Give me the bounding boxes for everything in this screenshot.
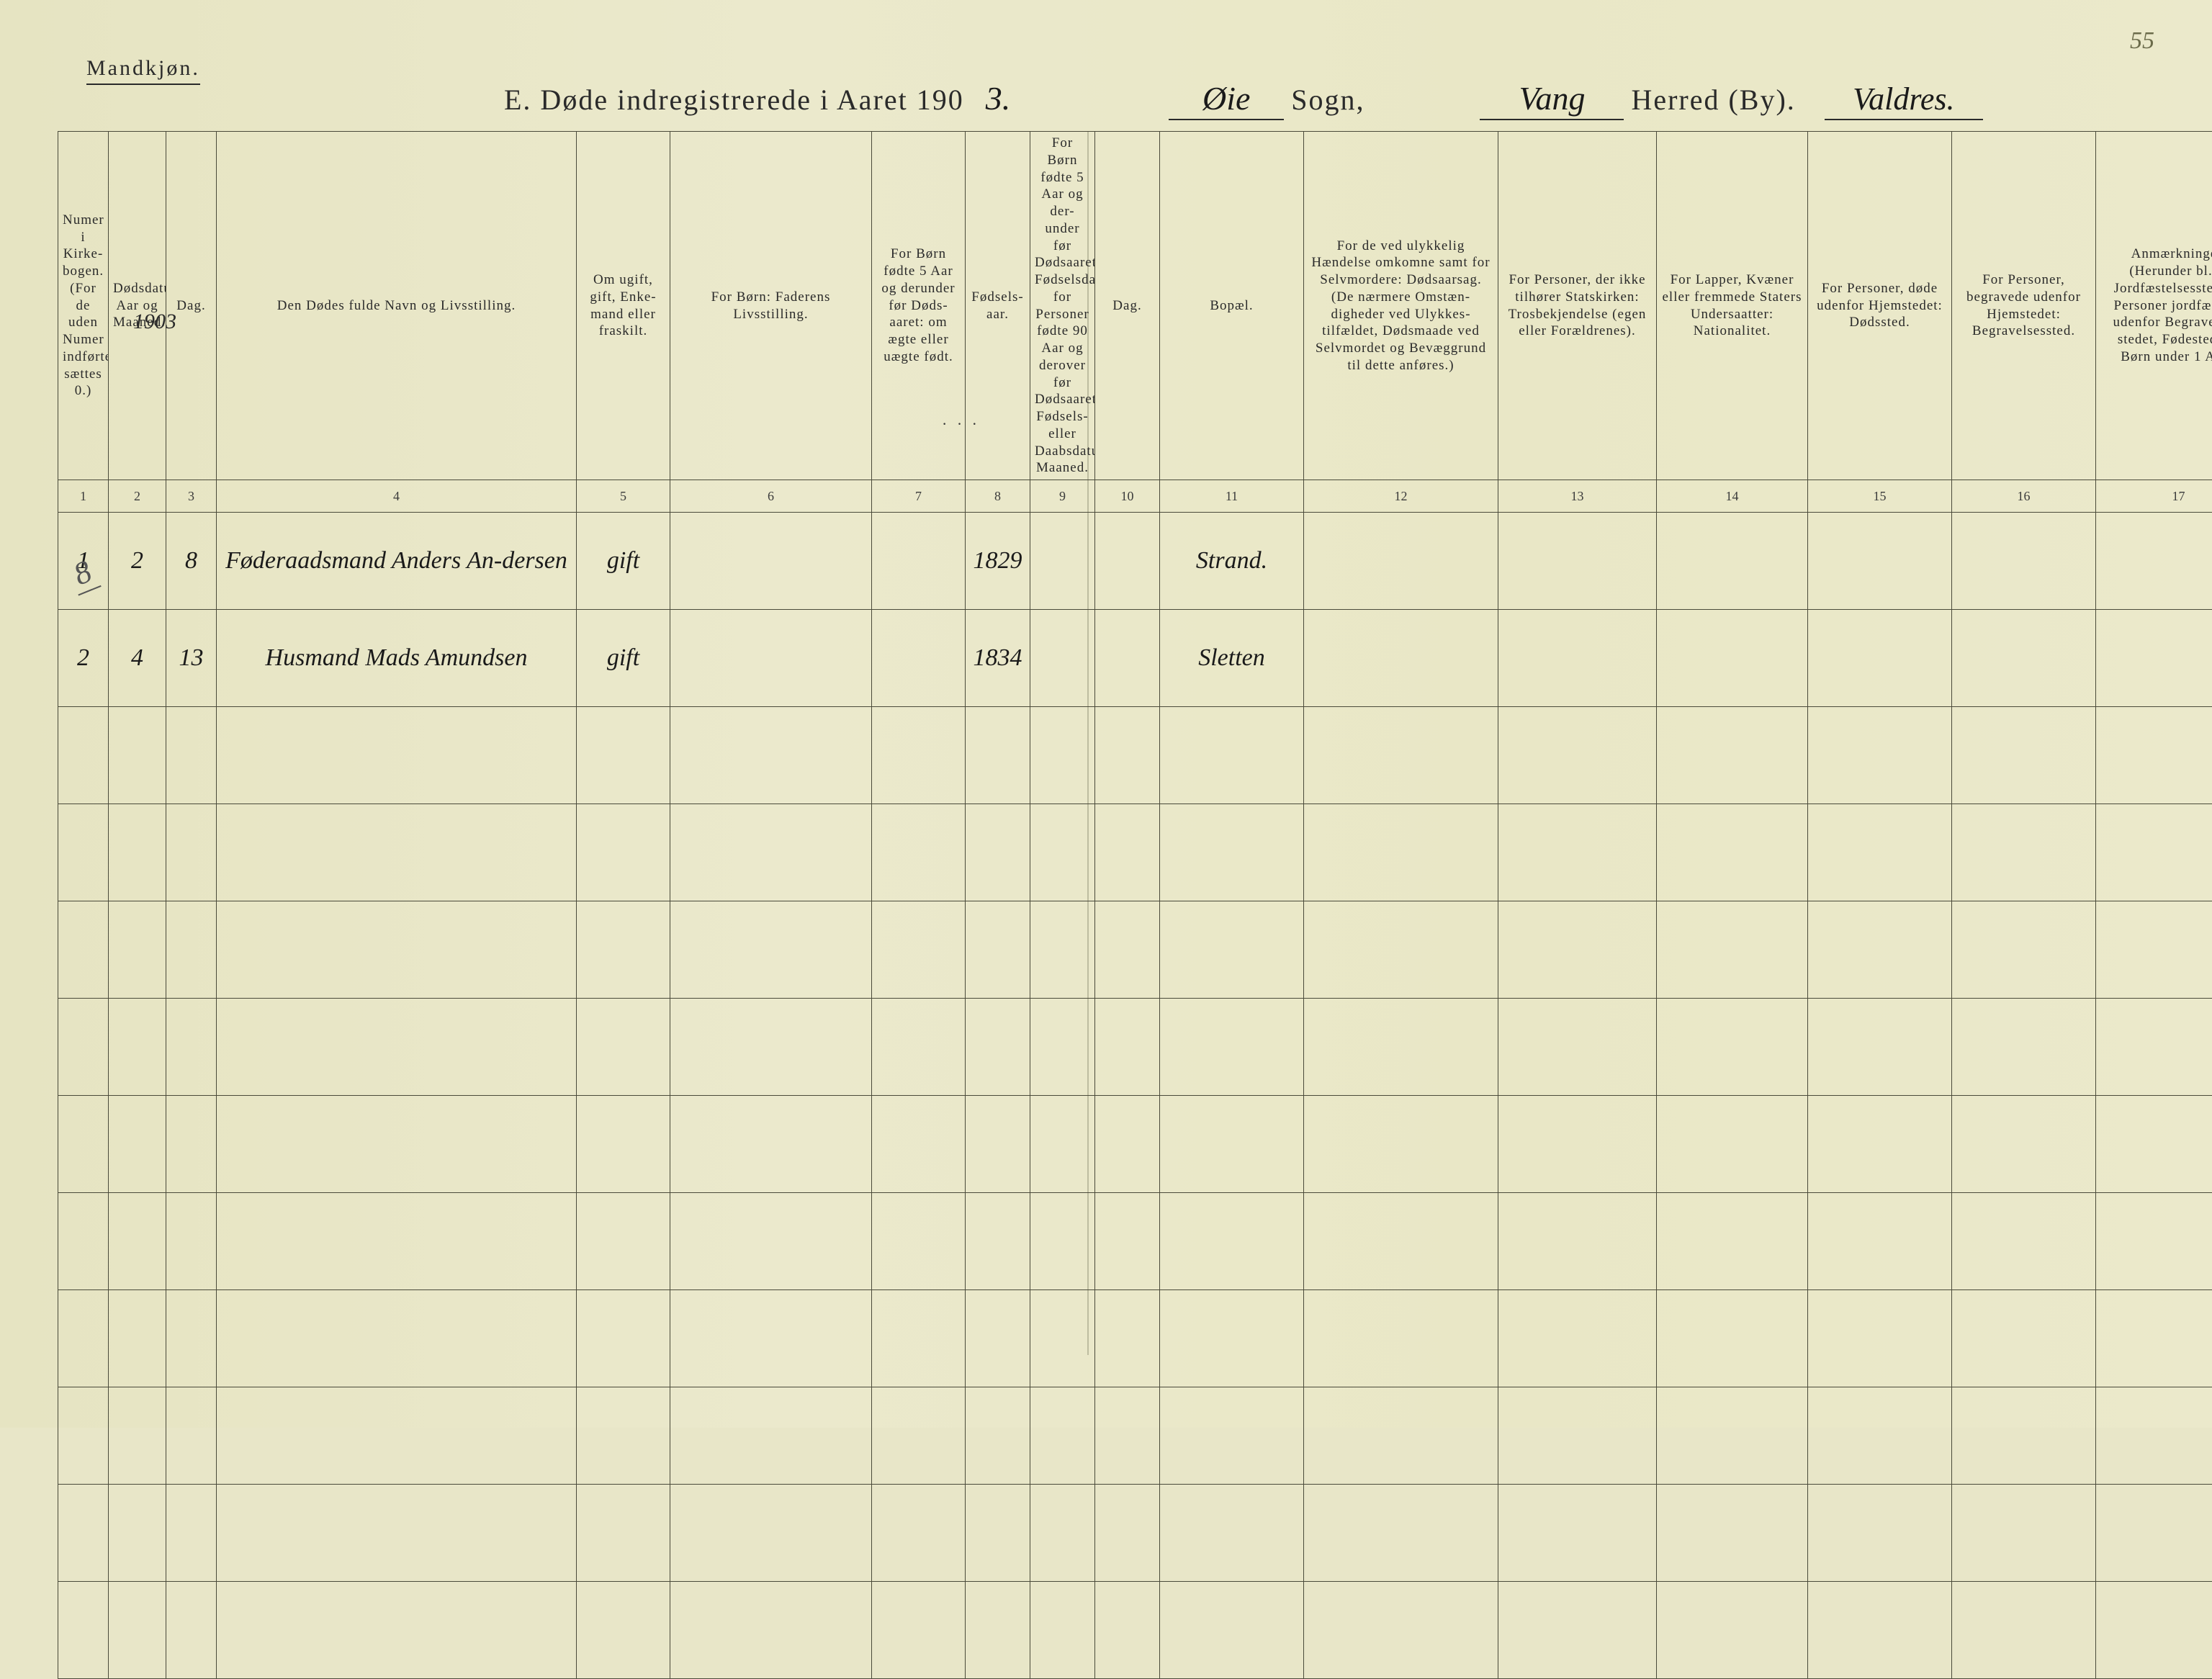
sogn-value: Øie xyxy=(1169,79,1284,120)
col-header-17: Anmærkninger. (Herunder bl. a. Jordfæste… xyxy=(2096,132,2212,480)
table-row-empty xyxy=(58,901,2212,999)
col-header-13: For Personer, der ikke tilhører Statskir… xyxy=(1498,132,1657,480)
colnum-15: 15 xyxy=(1808,480,1952,513)
cell-residence: Sletten xyxy=(1160,610,1304,707)
district-value: Valdres. xyxy=(1825,81,1983,120)
colnum-16: 16 xyxy=(1952,480,2096,513)
col-header-14: For Lapper, Kvæner eller fremmede Stater… xyxy=(1657,132,1808,480)
cell-birthday xyxy=(1095,610,1160,707)
colnum-14: 14 xyxy=(1657,480,1808,513)
cell-num: 2 xyxy=(58,610,109,707)
cell-creed xyxy=(1498,610,1657,707)
table-row: 1 2 8 Føderaadsmand Anders An-dersen gif… xyxy=(58,513,2212,610)
ledger-table: Numer i Kirke-bogen. (For de uden Numer … xyxy=(58,131,2212,1679)
col-header-16: For Personer, begravede udenfor Hjemsted… xyxy=(1952,132,2096,480)
colnum-13: 13 xyxy=(1498,480,1657,513)
cell-creed xyxy=(1498,513,1657,610)
cell-birthmonth xyxy=(1030,513,1095,610)
smudge-mark: · · · xyxy=(942,415,980,433)
cell-cause xyxy=(1304,610,1498,707)
col-header-10: Dag. xyxy=(1095,132,1160,480)
colnum-10: 10 xyxy=(1095,480,1160,513)
cell-remarks xyxy=(2096,610,2212,707)
colnum-12: 12 xyxy=(1304,480,1498,513)
cell-remarks xyxy=(2096,513,2212,610)
table-row-empty xyxy=(58,804,2212,901)
table-row-empty xyxy=(58,1290,2212,1387)
colnum-1: 1 xyxy=(58,480,109,513)
cell-status: gift xyxy=(577,610,670,707)
col-header-9: For Børn fødte 5 Aar og der-under før Dø… xyxy=(1030,132,1095,480)
col-header-3: Dag. xyxy=(166,132,217,480)
colnum-8: 8 xyxy=(966,480,1030,513)
cell-birthday xyxy=(1095,513,1160,610)
col-header-15: For Personer, døde udenfor Hjemstedet: D… xyxy=(1808,132,1952,480)
title-prefix: E. Døde indregistrerede i Aaret 190 xyxy=(504,83,964,117)
cell-legit xyxy=(872,513,966,610)
col-header-1: Numer i Kirke-bogen. (For de uden Numer … xyxy=(58,132,109,480)
colnum-3: 3 xyxy=(166,480,217,513)
cell-status: gift xyxy=(577,513,670,610)
cell-birthmonth xyxy=(1030,610,1095,707)
table-row-empty xyxy=(58,707,2212,804)
colnum-2: 2 xyxy=(109,480,166,513)
cell-birthyear: 1834 xyxy=(966,610,1030,707)
col-header-2: Dødsdatum. Aar og Maaned. xyxy=(109,132,166,480)
table-row: 2 4 13 Husmand Mads Amundsen gift 1834 S… xyxy=(58,610,2212,707)
cell-name: Husmand Mads Amundsen xyxy=(217,610,577,707)
year-suffix: 3. xyxy=(986,79,1011,117)
ledger-page: 55 Mandkjøn. E. Døde indregistrerede i A… xyxy=(0,0,2212,1428)
colnum-6: 6 xyxy=(670,480,872,513)
cell-father xyxy=(670,610,872,707)
cell-burialplace xyxy=(1952,610,2096,707)
gender-label: Mandkjøn. xyxy=(86,56,200,85)
herred-label: Herred (By). xyxy=(1631,84,1795,116)
cell-month: 2 xyxy=(109,513,166,610)
colnum-11: 11 xyxy=(1160,480,1304,513)
header-row: Numer i Kirke-bogen. (For de uden Numer … xyxy=(58,132,2212,480)
col-header-4: Den Dødes fulde Navn og Livsstilling. xyxy=(217,132,577,480)
cell-day: 13 xyxy=(166,610,217,707)
colnum-5: 5 xyxy=(577,480,670,513)
col-header-5: Om ugift, gift, Enke-mand eller fraskilt… xyxy=(577,132,670,480)
table-row-empty xyxy=(58,1387,2212,1485)
cell-burialplace xyxy=(1952,513,2096,610)
col-header-12: For de ved ulykkelig Hændelse omkomne sa… xyxy=(1304,132,1498,480)
table-row-empty xyxy=(58,1582,2212,1679)
cell-month: 4 xyxy=(109,610,166,707)
cell-cause xyxy=(1304,513,1498,610)
colnum-17: 17 xyxy=(2096,480,2212,513)
cell-nationality xyxy=(1657,610,1808,707)
col-header-11: Bopæl. xyxy=(1160,132,1304,480)
colnum-7: 7 xyxy=(872,480,966,513)
cell-father xyxy=(670,513,872,610)
column-number-row: 1 2 3 4 5 6 7 8 9 10 11 12 13 14 15 16 1… xyxy=(58,480,2212,513)
cell-day: 8 xyxy=(166,513,217,610)
title-line: E. Døde indregistrerede i Aaret 190 3. Øi… xyxy=(504,79,2154,137)
table-row-empty xyxy=(58,1096,2212,1193)
margin-year-note: 1903 xyxy=(133,310,176,334)
cell-legit xyxy=(872,610,966,707)
table-row-empty xyxy=(58,999,2212,1096)
sogn-label: Sogn, xyxy=(1291,84,1364,116)
cell-deathplace xyxy=(1808,513,1952,610)
table-row-empty xyxy=(58,1193,2212,1290)
colnum-9: 9 xyxy=(1030,480,1095,513)
cell-name: Føderaadsmand Anders An-dersen xyxy=(217,513,577,610)
cell-deathplace xyxy=(1808,610,1952,707)
cell-nationality xyxy=(1657,513,1808,610)
colnum-4: 4 xyxy=(217,480,577,513)
cell-birthyear: 1829 xyxy=(966,513,1030,610)
cell-residence: Strand. xyxy=(1160,513,1304,610)
col-header-6: For Børn: Faderens Livsstilling. xyxy=(670,132,872,480)
table-row-empty xyxy=(58,1485,2212,1582)
page-number-corner: 55 xyxy=(2130,27,2154,55)
herred-value: Vang xyxy=(1480,79,1624,120)
